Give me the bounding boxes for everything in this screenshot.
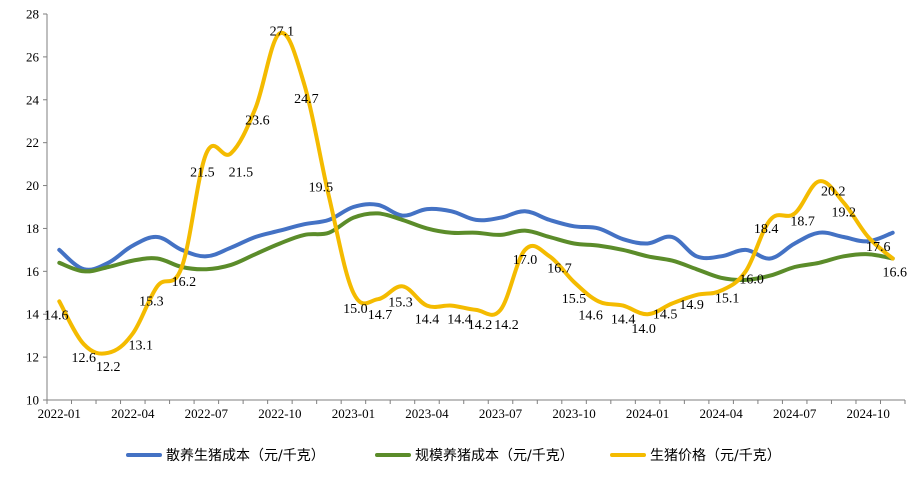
y-tick-label: 24 xyxy=(26,92,40,107)
y-tick-label: 20 xyxy=(26,178,39,193)
data-label: 23.6 xyxy=(245,113,270,128)
data-label: 19.5 xyxy=(309,180,334,195)
y-tick-label: 10 xyxy=(26,393,39,408)
legend: 散养生猪成本（元/千克） 规模养猪成本（元/千克） 生猪价格（元/千克） xyxy=(126,448,781,464)
data-label: 20.2 xyxy=(821,184,846,199)
x-tick-label: 2022-07 xyxy=(185,406,229,421)
y-tick-label: 22 xyxy=(26,135,39,150)
y-tick-label: 26 xyxy=(26,49,40,64)
data-label: 16.6 xyxy=(882,265,907,280)
data-label: 17.6 xyxy=(866,240,891,255)
x-tick-label: 2023-10 xyxy=(552,406,595,421)
x-tick-label: 2022-10 xyxy=(258,406,301,421)
data-label: 12.2 xyxy=(96,360,121,375)
y-tick-label: 16 xyxy=(26,264,40,279)
x-tick-label: 2024-04 xyxy=(699,406,743,421)
data-label: 24.7 xyxy=(294,92,319,107)
data-label: 14.5 xyxy=(653,308,678,323)
series-lines xyxy=(57,30,895,356)
data-label: 14.7 xyxy=(368,308,393,323)
data-label: 13.1 xyxy=(129,339,154,354)
x-tick-label: 2022-04 xyxy=(111,406,155,421)
x-tick-label: 2023-07 xyxy=(479,406,523,421)
data-label: 16.7 xyxy=(547,261,572,276)
data-label: 27.1 xyxy=(270,24,295,39)
data-label: 14.6 xyxy=(578,308,603,323)
x-tick-label: 2024-07 xyxy=(773,406,817,421)
data-label: 14.9 xyxy=(679,298,704,313)
data-label: 21.5 xyxy=(190,165,215,180)
series-line-3 xyxy=(57,30,895,356)
y-tick-label: 28 xyxy=(26,7,39,22)
x-tick-label: 2024-01 xyxy=(626,406,669,421)
data-label: 21.5 xyxy=(229,165,254,180)
data-label: 14.4 xyxy=(447,313,472,328)
data-label: 17.0 xyxy=(513,253,538,268)
data-label: 18.4 xyxy=(754,222,779,237)
data-label: 15.1 xyxy=(715,292,740,307)
y-tick-label: 14 xyxy=(26,307,40,322)
data-label: 18.7 xyxy=(790,214,815,229)
data-label: 14.0 xyxy=(631,322,656,337)
data-label: 15.3 xyxy=(139,294,164,309)
data-label: 14.6 xyxy=(44,308,69,323)
data-label: 15.3 xyxy=(388,295,413,310)
x-tick-label: 2023-01 xyxy=(332,406,375,421)
data-label: 15.5 xyxy=(562,292,587,307)
data-label: 14.2 xyxy=(468,318,493,333)
legend-label-3: 生猪价格（元/千克） xyxy=(650,448,781,464)
data-label: 14.4 xyxy=(611,313,636,328)
x-tick-label: 2024-10 xyxy=(847,406,890,421)
data-label: 14.2 xyxy=(494,318,519,333)
legend-label-1: 散养生猪成本（元/千克） xyxy=(166,448,325,464)
axes: 10 12 14 16 18 20 22 24 26 28 2022-01 2022-04 2022-0… xyxy=(26,7,906,421)
data-label: 16.0 xyxy=(739,272,764,287)
legend-label-2: 规模养猪成本（元/千克） xyxy=(415,448,574,464)
data-label: 12.6 xyxy=(72,351,97,366)
y-tick-label: 12 xyxy=(26,350,39,365)
y-tick-label: 18 xyxy=(26,221,39,236)
series-line-2 xyxy=(57,211,895,283)
data-label: 19.2 xyxy=(831,206,856,221)
x-tick-label: 2023-04 xyxy=(405,406,449,421)
data-label: 16.2 xyxy=(172,275,197,290)
data-label: 14.4 xyxy=(415,313,440,328)
data-label: 15.0 xyxy=(343,302,368,317)
x-tick-label: 2022-01 xyxy=(38,406,81,421)
data-labels: 14.6 12.612.2 13.1 15.3 16.2 21.5 21.5 23.6 27.1… xyxy=(44,24,907,375)
